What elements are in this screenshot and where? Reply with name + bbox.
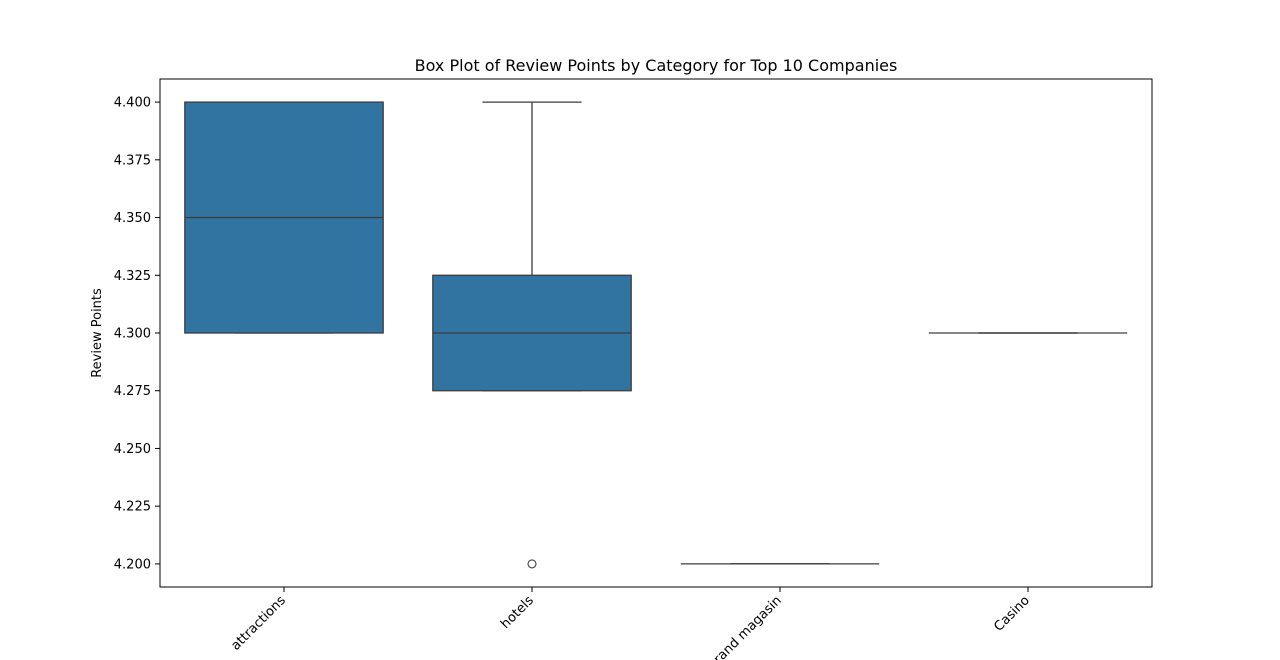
- chart-title: Box Plot of Review Points by Category fo…: [415, 56, 898, 75]
- y-tick-label: 4.275: [114, 384, 151, 399]
- y-tick-label: 4.325: [114, 269, 151, 284]
- plot-area: 4.200 4.225 4.250 4.275 4.300 4.325 4.350 4.375…: [114, 78, 1153, 660]
- x-tick-label: Casino: [991, 593, 1032, 634]
- outlier-point: [527, 559, 537, 569]
- y-tick-label: 4.300: [114, 327, 151, 342]
- y-tick-label: 4.350: [114, 211, 151, 226]
- y-tick-label: 4.200: [114, 557, 151, 572]
- y-tick-label: 4.400: [114, 96, 151, 111]
- x-tick-label: hotels: [498, 593, 537, 632]
- x-tick-label: grand magasin: [705, 593, 785, 660]
- y-tick-label: 4.250: [114, 442, 151, 457]
- y-tick-label: 4.225: [114, 500, 151, 515]
- y-tick-label: 4.375: [114, 153, 151, 168]
- y-axis-label: Review Points: [90, 288, 105, 378]
- x-tick-label: attractions: [229, 593, 289, 653]
